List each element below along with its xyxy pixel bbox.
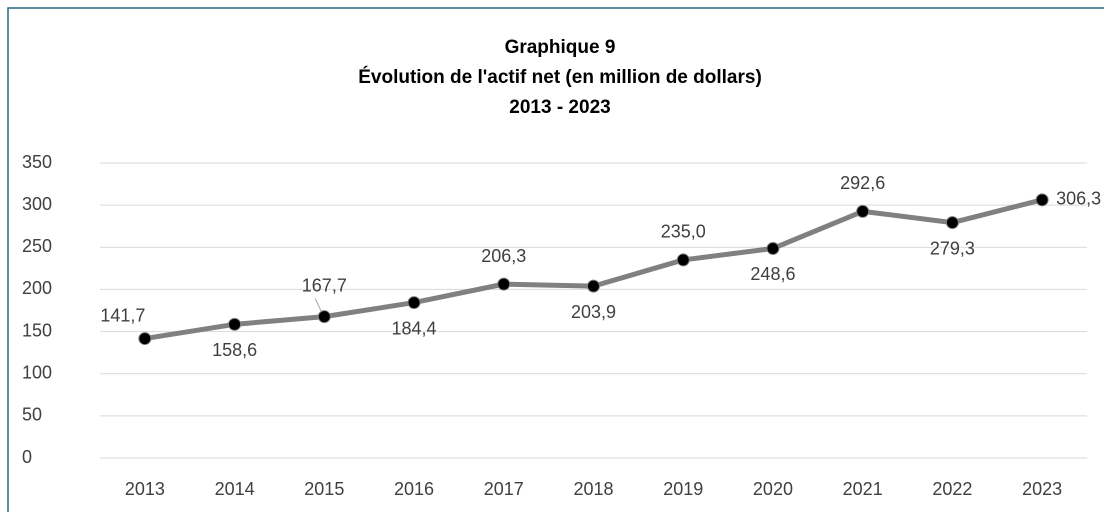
y-tick-label: 50 [22, 405, 42, 425]
data-point [766, 241, 780, 255]
data-point [945, 216, 959, 230]
data-label: 203,9 [571, 302, 616, 322]
data-point [587, 279, 600, 293]
data-point [228, 317, 242, 331]
chart-title: Évolution de l'actif net (en million de … [358, 66, 762, 88]
x-tick-label: 2017 [484, 479, 524, 499]
data-point [317, 310, 331, 324]
data-point [138, 332, 152, 346]
chart-title: Graphique 9 [505, 37, 616, 58]
chart-border [7, 7, 1104, 512]
x-tick-label: 2018 [573, 479, 613, 499]
data-label: 206,3 [481, 246, 526, 266]
data-point [497, 277, 511, 291]
y-tick-label: 100 [22, 362, 52, 382]
data-label: 279,3 [930, 238, 975, 258]
data-label: 158,6 [212, 340, 257, 360]
leader-line [314, 298, 322, 312]
chart-title: 2013 - 2023 [509, 97, 610, 118]
x-tick-label: 2016 [394, 479, 434, 499]
data-point [676, 253, 690, 267]
x-tick-label: 2015 [304, 479, 344, 499]
x-tick-label: 2022 [932, 479, 972, 499]
x-tick-label: 2014 [215, 479, 255, 499]
data-label: 248,6 [750, 264, 795, 284]
y-tick-label: 0 [22, 447, 32, 467]
y-tick-label: 250 [22, 236, 52, 256]
data-point [1035, 193, 1049, 207]
data-label: 141,7 [100, 305, 145, 325]
x-tick-label: 2020 [753, 479, 793, 499]
data-label: 184,4 [392, 318, 437, 338]
x-tick-label: 2013 [125, 479, 165, 499]
data-label: 292,6 [840, 173, 885, 193]
y-tick-label: 350 [22, 152, 52, 172]
x-tick-label: 2019 [663, 479, 703, 499]
x-tick-label: 2021 [843, 479, 883, 499]
data-point [856, 204, 870, 218]
data-label: 167,7 [302, 275, 347, 295]
x-tick-label: 2023 [1022, 479, 1062, 499]
y-tick-label: 200 [22, 278, 52, 298]
data-label: 306,3 [1056, 189, 1101, 209]
data-point [407, 296, 421, 310]
y-tick-label: 300 [22, 194, 52, 214]
data-label: 235,0 [661, 222, 706, 242]
y-tick-label: 150 [22, 320, 52, 340]
